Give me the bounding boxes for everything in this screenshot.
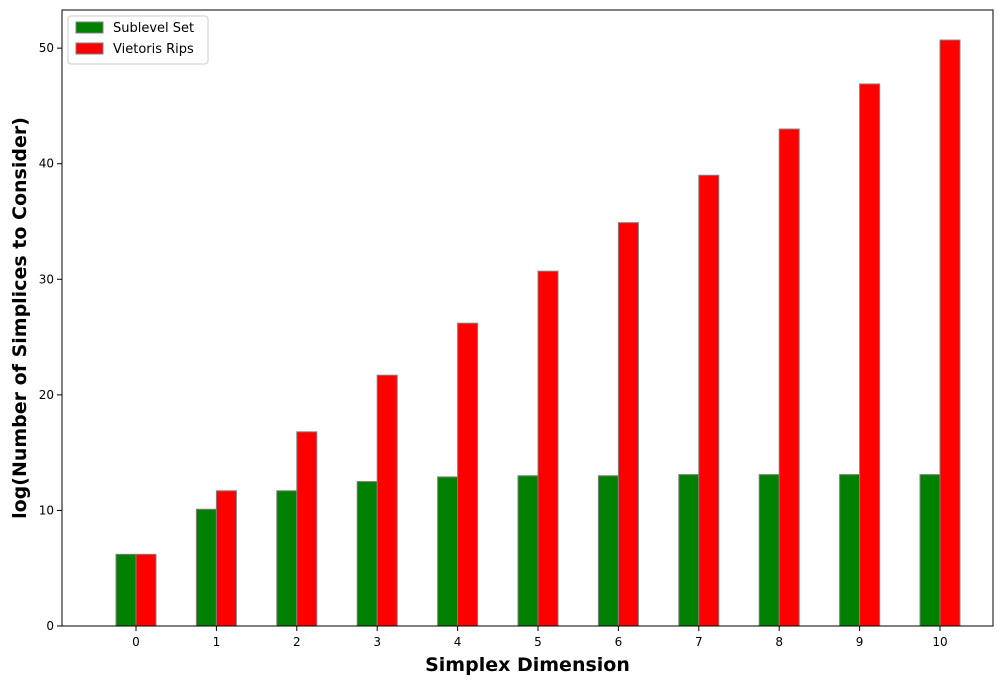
bar-sublevel-set-10	[919, 474, 941, 627]
bar-vietoris-rips-4	[457, 322, 479, 627]
plot-area-frame	[61, 9, 994, 627]
bar-sublevel-set-7	[678, 474, 700, 627]
legend-label-vietoris-rips: Vietoris Rips	[113, 42, 194, 57]
bar-vietoris-rips-6	[617, 222, 639, 627]
legend: Sublevel Set Vietoris Rips	[67, 15, 209, 65]
bar-vietoris-rips-0	[135, 553, 157, 627]
bar-vietoris-rips-3	[376, 374, 398, 627]
bars-group	[115, 39, 961, 627]
bar-sublevel-set-8	[758, 474, 780, 627]
x-tick-label: 9	[856, 635, 864, 649]
y-tick-label: 30	[39, 272, 54, 286]
y-tick-label: 10	[39, 503, 54, 517]
bar-sublevel-set-3	[356, 481, 378, 627]
bar-sublevel-set-9	[839, 474, 861, 627]
y-tick-label: 50	[39, 41, 54, 55]
legend-swatch-vietoris-rips	[75, 42, 104, 55]
x-tick-label: 7	[695, 635, 703, 649]
bar-sublevel-set-0	[115, 553, 137, 627]
x-tick-label: 3	[373, 635, 381, 649]
y-tick-label: 0	[46, 619, 54, 633]
x-tick-label: 1	[213, 635, 221, 649]
x-tick-label: 8	[775, 635, 783, 649]
bar-sublevel-set-6	[597, 475, 619, 627]
bar-vietoris-rips-9	[859, 83, 881, 627]
bar-vietoris-rips-2	[296, 431, 318, 627]
bar-vietoris-rips-10	[939, 39, 961, 627]
bar-sublevel-set-2	[276, 490, 298, 627]
x-axis-title: Simplex Dimension	[425, 654, 630, 676]
x-tick-label: 10	[932, 635, 947, 649]
x-tick-label: 5	[534, 635, 542, 649]
x-tick-label: 6	[615, 635, 623, 649]
legend-swatch-sublevel-set	[75, 21, 104, 34]
x-axis: 0 1 2 3 4 5 6 7 8 9 10	[132, 626, 948, 649]
y-tick-label: 40	[39, 157, 54, 171]
bar-sublevel-set-1	[195, 508, 217, 627]
x-tick-label: 0	[132, 635, 140, 649]
x-tick-label: 2	[293, 635, 301, 649]
x-tick-label: 4	[454, 635, 462, 649]
bar-vietoris-rips-5	[537, 270, 559, 627]
bar-vietoris-rips-8	[778, 128, 800, 627]
y-axis-title: log(Number of Simplices to Consider)	[9, 117, 31, 519]
legend-label-sublevel-set: Sublevel Set	[113, 21, 194, 36]
y-tick-label: 20	[39, 388, 54, 402]
y-axis: 0 10 20 30 40 50	[39, 41, 62, 633]
bar-vietoris-rips-1	[215, 490, 237, 627]
bar-sublevel-set-5	[517, 475, 539, 627]
bar-sublevel-set-4	[437, 476, 459, 627]
bar-vietoris-rips-7	[698, 174, 720, 627]
